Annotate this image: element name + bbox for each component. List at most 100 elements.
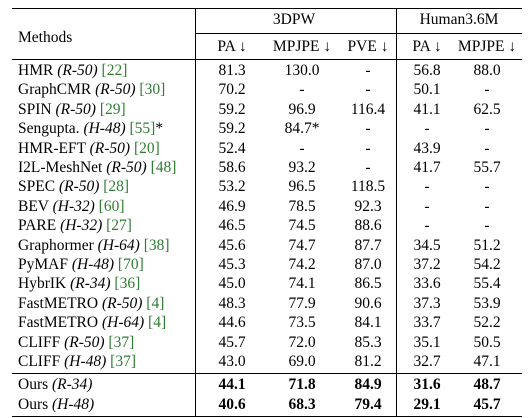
metric-value: 43.9 — [413, 139, 441, 157]
backbone-label: (H-48) — [52, 395, 95, 413]
metric-value: 52.4 — [218, 139, 246, 157]
method-label: HMR-EFT — [18, 139, 86, 157]
citation-link[interactable]: [4] — [146, 294, 165, 312]
metric-value: 58.6 — [218, 159, 246, 176]
backbone-label: (H-48) — [83, 120, 126, 138]
method-name: HybrIK (R-34) [36] — [18, 274, 140, 294]
citation-link[interactable]: [48] — [150, 159, 177, 176]
metric-value: 96.9 — [288, 100, 316, 118]
metric-value: - — [424, 178, 430, 196]
backbone-label: (R-50) — [64, 333, 105, 351]
metric-value: - — [365, 62, 371, 79]
metric-value: 74.2 — [288, 256, 316, 273]
metric-value: 37.2 — [413, 256, 441, 273]
method-name: I2L-MeshNet (R-50) [48] — [18, 158, 176, 178]
metric-value: 54.2 — [473, 256, 501, 273]
metric-value: 96.5 — [288, 178, 316, 196]
metric-value: 73.5 — [288, 314, 316, 332]
metric-value: 74.7 — [288, 236, 316, 254]
methods-header: Methods — [18, 29, 73, 46]
metric-value: 55.4 — [473, 275, 501, 293]
citation-link[interactable]: [37] — [110, 353, 136, 370]
column-header: PA ↓ — [412, 38, 442, 55]
metric-value: 84.1 — [354, 314, 382, 332]
method-label: SPEC — [18, 178, 56, 196]
method-name: Sengupta. (H-48) [55]* — [18, 119, 163, 139]
backbone-label: (R-50) — [58, 178, 100, 196]
metric-value: 43.0 — [218, 353, 246, 370]
metric-value: 84.9 — [354, 376, 382, 394]
citation-link[interactable]: [55] — [129, 120, 156, 138]
citation-link[interactable]: [22] — [101, 62, 128, 79]
column-header: MPJPE ↓ — [457, 38, 517, 55]
footnote-marker: * — [155, 120, 164, 138]
citation-link[interactable]: [30] — [139, 81, 166, 99]
method-name: GraphCMR (R-50) [30] — [18, 80, 165, 100]
header-rule — [12, 59, 522, 60]
method-name: FastMETRO (H-64) [4] — [18, 313, 166, 333]
metric-value: 78.5 — [288, 197, 316, 215]
metric-value: - — [365, 159, 371, 176]
metric-value: 69.0 — [288, 353, 316, 370]
metric-value: 72.0 — [288, 333, 316, 351]
metric-value: - — [484, 120, 490, 138]
metric-value: - — [484, 178, 490, 196]
citation-link[interactable]: [36] — [114, 275, 141, 293]
metric-value: 70.2 — [218, 81, 246, 99]
metric-value: 45.0 — [218, 275, 246, 293]
method-label: CLIFF — [18, 333, 61, 351]
method-label: CLIFF — [18, 353, 61, 370]
method-name: HMR-EFT (R-50) [20] — [18, 139, 160, 159]
column-divider — [396, 8, 397, 417]
method-name: Ours (R-34) — [18, 375, 92, 395]
citation-link[interactable]: [37] — [108, 333, 135, 351]
metric-value: - — [484, 197, 490, 215]
citation-link[interactable]: [60] — [98, 197, 125, 215]
metric-value: 118.5 — [350, 178, 386, 196]
method-label: PARE — [18, 217, 57, 235]
metric-value: 87.0 — [354, 256, 382, 273]
backbone-label: (H-32) — [60, 217, 103, 235]
citation-link[interactable]: [27] — [106, 217, 132, 235]
metric-value: 53.9 — [473, 294, 501, 312]
top-rule — [12, 8, 522, 9]
citation-link[interactable]: [29] — [99, 100, 126, 118]
dataset-header-3dpw: 3DPW — [272, 11, 316, 28]
backbone-label: (R-50) — [106, 159, 147, 176]
metric-value: 45.7 — [473, 395, 501, 413]
metric-value: 50.1 — [413, 81, 441, 99]
metric-value: 51.2 — [473, 236, 501, 254]
method-label: HybrIK — [18, 275, 67, 293]
citation-link[interactable]: [70] — [117, 256, 144, 273]
method-name: CLIFF (H-48) [37] — [18, 352, 136, 372]
method-name: PARE (H-32) [27] — [18, 216, 132, 236]
metric-value: 87.7 — [354, 236, 382, 254]
metric-value: 74.1 — [288, 275, 316, 293]
method-label: Ours — [18, 376, 49, 394]
metric-value: 41.1 — [413, 100, 441, 118]
method-label: Graphormer — [18, 236, 94, 254]
metric-value: - — [484, 217, 490, 235]
backbone-label: (H-48) — [71, 256, 115, 273]
bottom-rule — [12, 416, 522, 418]
metric-value: 46.9 — [218, 197, 246, 215]
metric-value: 44.1 — [218, 376, 246, 394]
metric-value: 35.1 — [413, 333, 441, 351]
citation-link[interactable]: [28] — [103, 178, 130, 196]
metric-value: 77.9 — [288, 294, 316, 312]
citation-link[interactable]: [4] — [148, 314, 167, 332]
metric-value: 81.2 — [354, 353, 382, 370]
backbone-label: (R-50) — [89, 139, 131, 157]
metric-value: 32.7 — [413, 353, 441, 370]
metric-value: 40.6 — [218, 395, 246, 413]
metric-value: - — [299, 81, 305, 99]
method-name: BEV (H-32) [60] — [18, 197, 125, 217]
metric-value: 116.4 — [350, 100, 386, 118]
metric-value: 130.0 — [284, 62, 320, 79]
metric-value: 45.7 — [218, 333, 246, 351]
metric-value: - — [424, 120, 430, 138]
citation-link[interactable]: [38] — [143, 236, 170, 254]
metric-value: 84.7* — [284, 120, 320, 138]
method-name: Ours (H-48) — [18, 395, 94, 415]
citation-link[interactable]: [20] — [133, 139, 160, 157]
